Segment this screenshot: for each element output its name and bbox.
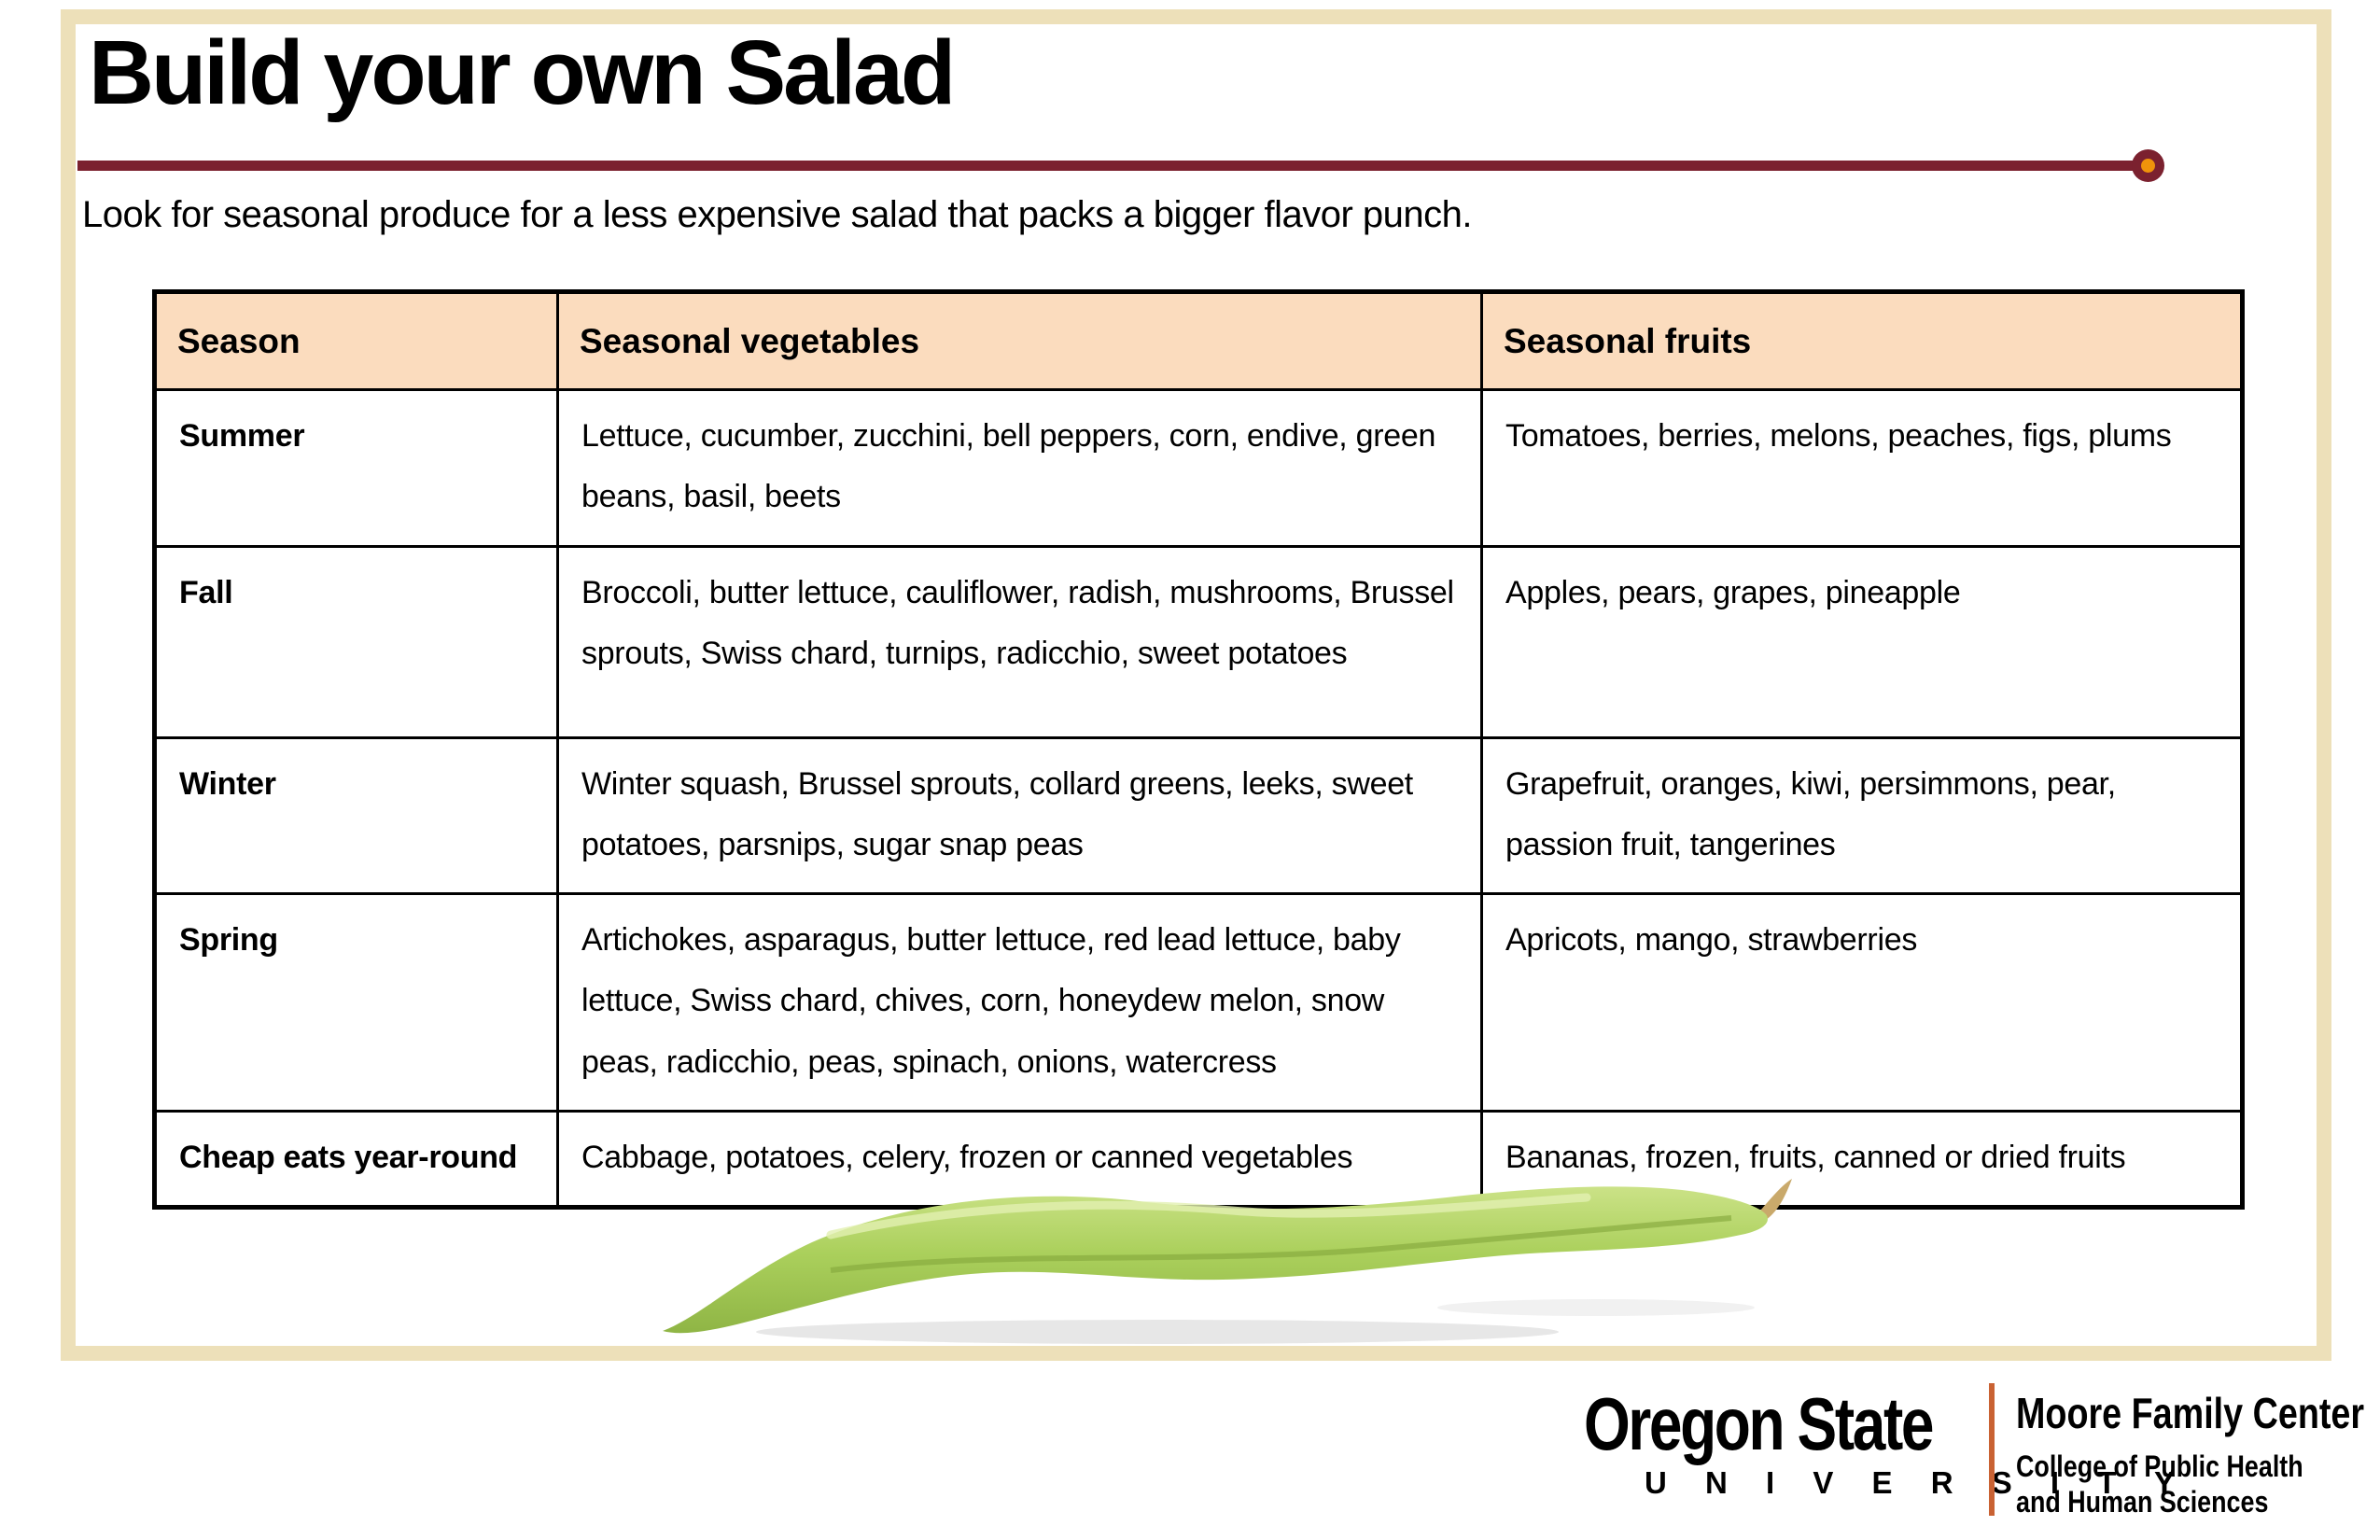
fruits-cell: Apricots, mango, strawberries bbox=[1480, 892, 2244, 1113]
green-bean-image bbox=[635, 1160, 1806, 1351]
fruits-cell: Bananas, frozen, fruits, canned or dried… bbox=[1480, 1109, 2244, 1210]
table-row-winter: Winter Winter squash, Brussel sprouts, c… bbox=[153, 735, 2244, 896]
moore-family-center-name: Moore Family Center bbox=[2016, 1389, 2365, 1437]
vegetables-cell: Artichokes, asparagus, butter lettuce, r… bbox=[556, 892, 1483, 1113]
table-row-fall: Fall Broccoli, butter lettuce, cauliflow… bbox=[153, 544, 2244, 739]
season-cell: Spring bbox=[153, 892, 559, 1113]
rule-end-dot-icon bbox=[2132, 149, 2164, 182]
season-cell: Cheap eats year-round bbox=[153, 1109, 559, 1210]
bean-shadow-right bbox=[1437, 1299, 1755, 1316]
fruits-cell: Tomatoes, berries, melons, peaches, figs… bbox=[1480, 388, 2244, 548]
page-title: Build your own Salad bbox=[89, 21, 956, 123]
oregon-state-wordmark: Oregon State bbox=[1584, 1382, 1934, 1465]
table-row-spring: Spring Artichokes, asparagus, butter let… bbox=[153, 892, 2244, 1113]
fruits-cell: Grapefruit, oranges, kiwi, persimmons, p… bbox=[1480, 735, 2244, 896]
season-cell: Fall bbox=[153, 544, 559, 739]
vegetables-cell: Cabbage, potatoes, celery, frozen or can… bbox=[556, 1109, 1483, 1210]
column-header-fruits: Seasonal fruits bbox=[1480, 290, 2244, 391]
bean-shadow bbox=[756, 1320, 1559, 1344]
season-cell: Summer bbox=[153, 388, 559, 548]
column-header-vegetables: Seasonal vegetables bbox=[556, 290, 1483, 391]
seasonal-produce-table: Season Seasonal vegetables Seasonal frui… bbox=[152, 289, 2245, 1211]
college-name: College of Public Health and Human Scien… bbox=[2016, 1449, 2303, 1520]
bean-body bbox=[663, 1186, 1768, 1334]
table-row-cheap-eats: Cheap eats year-round Cabbage, potatoes,… bbox=[153, 1109, 2244, 1210]
season-cell: Winter bbox=[153, 735, 559, 896]
column-header-season: Season bbox=[153, 290, 559, 391]
college-name-line1: College of Public Health bbox=[2016, 1449, 2303, 1483]
university-wordmark: U N I V E R S I T Y bbox=[1645, 1465, 2190, 1500]
vegetables-cell: Lettuce, cucumber, zucchini, bell pepper… bbox=[556, 388, 1483, 548]
table-header-row: Season Seasonal vegetables Seasonal frui… bbox=[153, 290, 2244, 391]
vegetables-cell: Broccoli, butter lettuce, cauliflower, r… bbox=[556, 544, 1483, 739]
page-subtitle: Look for seasonal produce for a less exp… bbox=[82, 194, 1473, 235]
rule-end-dot-center bbox=[2141, 159, 2155, 173]
table-row-summer: Summer Lettuce, cucumber, zucchini, bell… bbox=[153, 388, 2244, 548]
bean-stem bbox=[1760, 1179, 1792, 1220]
vegetables-cell: Winter squash, Brussel sprouts, collard … bbox=[556, 735, 1483, 896]
title-underline-rule bbox=[77, 161, 2135, 171]
bean-ridge bbox=[830, 1215, 1732, 1273]
logo-divider-bar bbox=[1989, 1383, 1995, 1516]
college-name-line2: and Human Sciences bbox=[2016, 1484, 2269, 1519]
bean-highlight bbox=[826, 1193, 1591, 1239]
fruits-cell: Apples, pears, grapes, pineapple bbox=[1480, 544, 2244, 739]
